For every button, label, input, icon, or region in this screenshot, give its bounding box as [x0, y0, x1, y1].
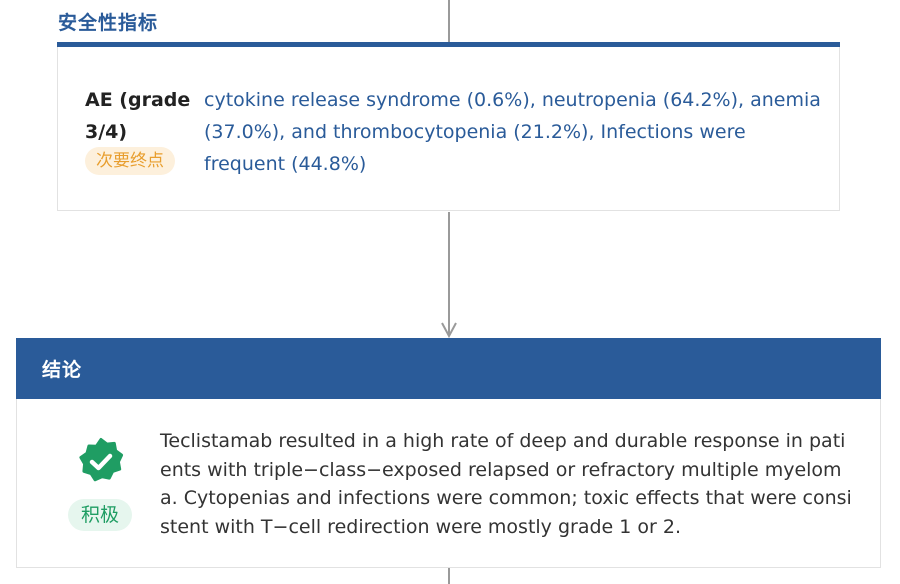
conclusion-header: 结论: [16, 338, 881, 399]
conclusion-card: [16, 399, 881, 568]
connector-line-bottom: [448, 567, 450, 584]
positive-badge: 积极: [68, 499, 133, 531]
section-title-underline: [57, 42, 840, 47]
safety-metric-card: [57, 47, 840, 211]
connector-line-middle: [448, 212, 450, 336]
conclusion-text: Teclistamab resulted in a high rate of d…: [160, 430, 852, 538]
connector-line-top: [448, 0, 450, 42]
verified-badge-icon: [79, 438, 124, 482]
conclusion-title: 结论: [42, 359, 83, 381]
secondary-endpoint-badge: 次要终点: [85, 147, 175, 175]
safety-section-title: 安全性指标: [58, 12, 159, 34]
metric-value: cytokine release syndrome (0.6%), neutro…: [204, 89, 821, 175]
arrow-down-icon: [441, 322, 457, 338]
metric-name: AE (grade 3/4): [85, 89, 191, 143]
